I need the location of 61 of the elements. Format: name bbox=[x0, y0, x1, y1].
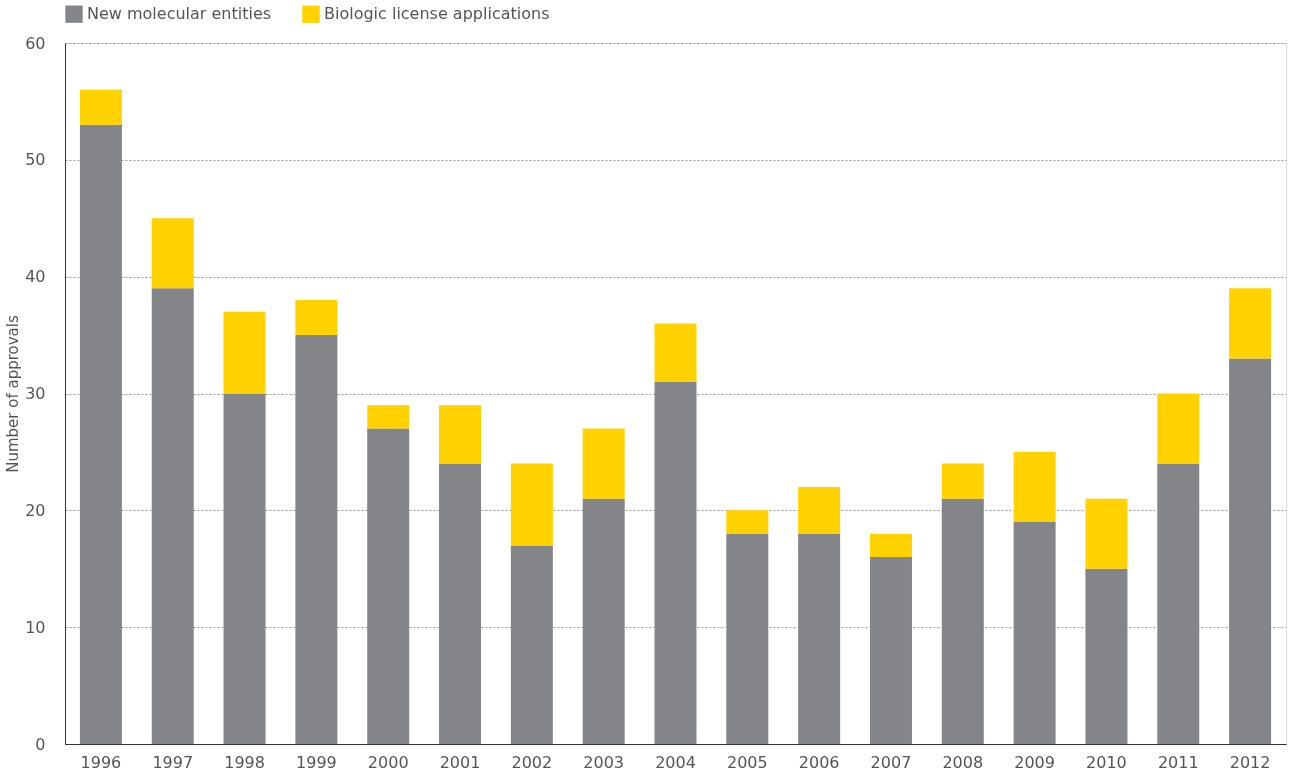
x-tick-label: 2000 bbox=[367, 752, 409, 772]
bar bbox=[367, 405, 410, 429]
x-tick-label: 2010 bbox=[1086, 752, 1127, 772]
bar bbox=[79, 124, 122, 744]
bar bbox=[151, 218, 194, 289]
y-tick-label: 20 bbox=[25, 500, 46, 520]
y-tick-label: 10 bbox=[25, 617, 46, 637]
bar bbox=[941, 463, 984, 499]
bar bbox=[510, 545, 553, 744]
y-tick-label: 50 bbox=[25, 150, 46, 170]
bar bbox=[798, 533, 841, 744]
bar bbox=[798, 486, 841, 534]
bar bbox=[1085, 568, 1128, 744]
x-tick-label: 2002 bbox=[511, 752, 553, 772]
bar bbox=[1229, 358, 1272, 744]
bar bbox=[726, 510, 769, 534]
bar bbox=[941, 498, 984, 744]
bar bbox=[654, 381, 697, 744]
y-tick-label: 30 bbox=[25, 384, 46, 403]
x-tick-label: 2009 bbox=[1014, 752, 1055, 772]
y-tick-label: 40 bbox=[25, 267, 46, 287]
x-tick-label: 2001 bbox=[439, 752, 481, 772]
x-tick-label: 1998 bbox=[224, 752, 265, 772]
bar bbox=[223, 311, 266, 394]
x-tick-label: 2011 bbox=[1157, 752, 1199, 772]
bar bbox=[582, 498, 625, 744]
x-tick-label: 2005 bbox=[726, 752, 768, 772]
x-tick-label: 2006 bbox=[798, 752, 840, 772]
bar bbox=[1013, 451, 1056, 523]
x-tick-label: 1997 bbox=[152, 752, 194, 772]
y-tick-label: 0 bbox=[35, 734, 46, 754]
x-tick-label: 2004 bbox=[655, 752, 696, 772]
x-tick-label: 2012 bbox=[1229, 752, 1271, 772]
x-tick-label: 1996 bbox=[80, 752, 122, 772]
bar bbox=[151, 288, 194, 744]
bar bbox=[1157, 463, 1200, 744]
x-tick-label: 2003 bbox=[583, 752, 625, 772]
x-tick-label: 2007 bbox=[870, 752, 912, 772]
legend-label: New molecular entities bbox=[87, 4, 272, 24]
bar bbox=[367, 428, 410, 744]
bar bbox=[295, 335, 338, 744]
bar bbox=[79, 89, 122, 125]
y-axis-title: Number of approvals bbox=[4, 315, 23, 473]
x-tick-label: 2008 bbox=[942, 752, 984, 772]
bar bbox=[439, 405, 482, 464]
bar bbox=[295, 300, 338, 336]
bar bbox=[510, 463, 553, 546]
bar bbox=[439, 463, 482, 744]
bar bbox=[1013, 522, 1056, 744]
y-tick-label: 60 bbox=[25, 33, 46, 53]
x-tick-label: 1999 bbox=[296, 752, 337, 772]
legend-label: Biologic license applications bbox=[324, 4, 550, 24]
bar bbox=[654, 323, 697, 382]
bar bbox=[1157, 393, 1200, 464]
bar bbox=[869, 533, 912, 558]
bar bbox=[869, 557, 912, 744]
bar bbox=[582, 428, 625, 499]
bar bbox=[223, 393, 266, 744]
bar bbox=[726, 533, 769, 744]
bar bbox=[1085, 498, 1128, 569]
bar bbox=[1229, 288, 1272, 359]
